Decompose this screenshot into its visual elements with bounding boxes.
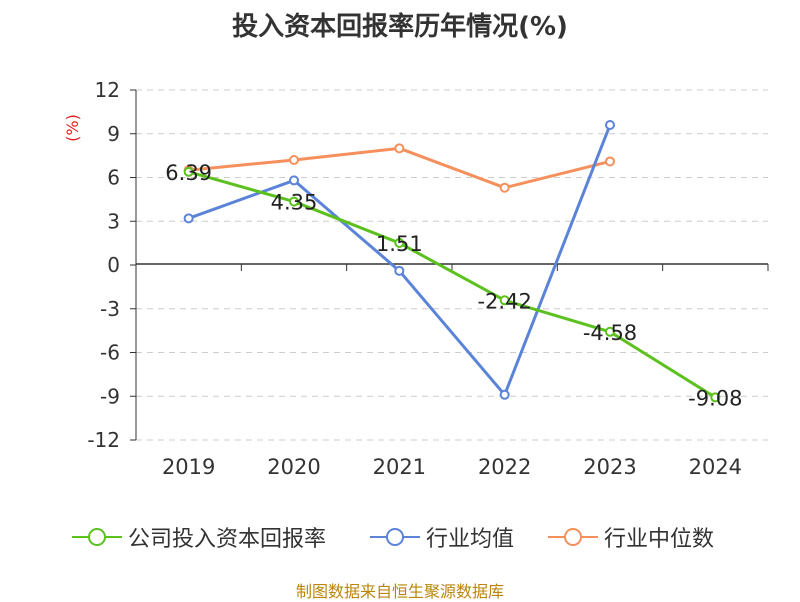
data-point-series-0 [394,237,405,248]
data-point-series-0 [499,295,510,306]
data-point-series-1 [499,389,510,400]
legend-label-industry-mean: 行业均值 [426,527,515,552]
legend-label-industry-median: 行业中位数 [604,527,715,552]
chart-title: 投入资本回报率历年情况(%) [232,12,568,42]
y-tick-label: -9 [100,384,120,408]
data-point-series-2 [499,182,510,193]
source-note: 制图数据来自恒生聚源数据库 [295,582,504,601]
legend-marker-industry-median [548,528,598,546]
data-point-series-2 [394,143,405,154]
legend-marker-industry-mean [370,528,420,546]
y-tick-label: 6 [107,166,120,190]
data-label: -9.08 [688,386,742,410]
data-label: 1.51 [376,232,423,256]
data-point-series-1 [183,213,194,224]
data-point-series-0 [183,166,194,177]
data-label: -4.58 [583,321,637,345]
data-point-series-0 [289,196,299,207]
x-tick-label: 2023 [583,455,636,479]
y-tick-label: -12 [87,428,120,452]
y-axis-label: (%) [63,114,82,142]
x-tick-label: 2021 [373,455,426,479]
legend-label-company: 公司投入资本回报率 [128,527,327,552]
data-point-series-1 [394,265,405,276]
x-tick-label: 2022 [478,455,531,479]
x-tick-label: 2019 [162,455,215,479]
legend-item-industry-mean[interactable]: 行业均值 [370,520,514,554]
y-tick-label: -3 [100,297,120,321]
data-point-series-2 [605,156,615,167]
y-tick-label: -6 [100,341,120,365]
data-point-series-0 [605,326,615,337]
series-line-2 [188,146,611,190]
data-label: -2.42 [477,289,531,313]
legend-item-industry-median[interactable]: 行业中位数 [548,520,714,554]
data-point-series-0 [710,392,721,403]
x-tick-label: 2024 [689,455,742,479]
y-tick-label: 3 [107,209,120,233]
data-point-series-1 [605,120,615,130]
y-tick-label: 12 [95,78,120,102]
y-tick-label: 0 [107,253,120,277]
data-point-series-1 [289,175,299,186]
data-label: 4.35 [271,191,318,215]
x-tick-label: 2020 [267,455,320,479]
legend-item-company[interactable]: 公司投入资本回报率 [72,520,326,554]
data-point-series-2 [289,155,299,165]
y-tick-label: 9 [107,122,120,146]
series-line-0 [188,170,717,399]
data-label: 6.39 [165,161,212,185]
legend: 公司投入资本回报率 行业均值 行业中位数 [0,520,800,556]
legend-marker-company [72,528,122,546]
